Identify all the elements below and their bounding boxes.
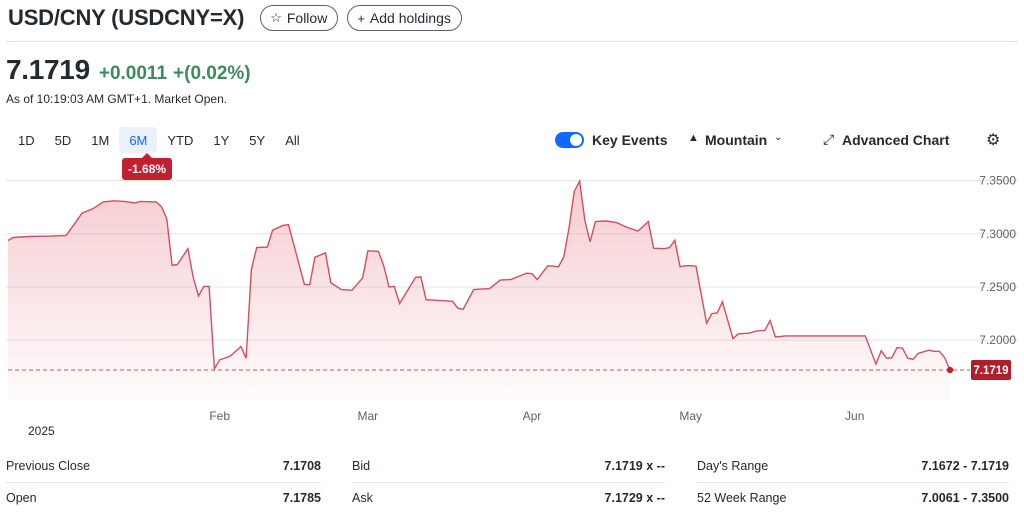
stat-label: Ask	[352, 491, 373, 505]
last-price-dot	[946, 366, 954, 374]
y-tick-label: 7.2000	[979, 333, 1016, 347]
toggle-knob	[570, 134, 582, 146]
y-tick-label: 7.3000	[979, 227, 1016, 241]
stat-label: Previous Close	[6, 459, 91, 473]
header-divider	[6, 41, 1018, 42]
range-ytd[interactable]: YTD	[167, 132, 194, 148]
stat-days-range: Day's Range 7.1672 - 7.1719	[697, 450, 1009, 482]
y-tick-label: 7.2500	[979, 280, 1016, 294]
quote-header: USD/CNY (USDCNY=X) ☆ Follow + Add holdin…	[8, 4, 462, 32]
last-price-label-bg	[971, 360, 1011, 381]
range-5d[interactable]: 5D	[54, 132, 72, 148]
x-tick-label: Jun	[845, 409, 864, 423]
stat-52-week-range: 52 Week Range 7.0061 - 7.3500	[697, 482, 1009, 514]
x-tick-label: Feb	[209, 409, 230, 423]
stat-previous-close: Previous Close 7.1708	[6, 450, 321, 482]
x-tick-label: Apr	[523, 409, 542, 423]
price-chart-svg: 7.3500 7.3000 7.2500 7.2000 Feb Mar Apr May Jun…	[6, 174, 1018, 438]
current-price: 7.1719	[6, 54, 90, 85]
chart-type-dropdown[interactable]: Mountain	[705, 132, 768, 148]
range-selector: 1D 5D 1M 6M YTD 1Y 5Y All	[8, 127, 310, 153]
stat-value: 7.1785	[282, 491, 321, 505]
y-tick-label: 7.3500	[979, 174, 1016, 188]
star-icon: ☆	[270, 10, 282, 25]
range-1y[interactable]: 1Y	[213, 132, 230, 148]
range-1m[interactable]: 1M	[91, 132, 110, 148]
follow-button[interactable]: ☆ Follow	[260, 5, 339, 31]
price-change-percent: +(0.02%)	[173, 63, 251, 84]
year-label: 2025	[28, 424, 55, 438]
stat-value: 7.1708	[282, 459, 321, 473]
follow-label: Follow	[286, 10, 328, 26]
last-price-label: 7.1719	[973, 365, 1008, 377]
x-tick-label: Mar	[358, 409, 379, 423]
stat-value: 7.1672 - 7.1719	[921, 459, 1009, 473]
stat-open: Open 7.1785	[6, 482, 321, 514]
stat-divider	[352, 482, 665, 483]
stat-value: 7.0061 - 7.3500	[921, 491, 1009, 505]
market-status: As of 10:19:03 AM GMT+1. Market Open.	[6, 92, 228, 106]
stat-value: 7.1729 x --	[604, 491, 665, 505]
price-block: 7.1719 +0.0011 +(0.02%)	[6, 54, 251, 86]
stat-label: 52 Week Range	[697, 491, 787, 505]
plus-icon: +	[357, 10, 365, 26]
mountain-icon: ▲	[688, 132, 699, 144]
chevron-down-icon[interactable]: ⌄	[774, 132, 783, 143]
range-performance-badge: -1.68%	[122, 153, 173, 180]
add-holdings-button[interactable]: + Add holdings	[347, 5, 462, 31]
range-all[interactable]: All	[285, 132, 300, 148]
price-chart[interactable]: 7.3500 7.3000 7.2500 7.2000 Feb Mar Apr May Jun…	[0, 160, 1024, 440]
stat-divider	[6, 482, 321, 483]
stat-label: Open	[6, 491, 37, 505]
price-area-fill	[8, 181, 950, 400]
price-line	[7, 178, 951, 372]
stat-bid: Bid 7.1719 x --	[352, 450, 665, 482]
price-change: +0.0011	[98, 63, 168, 84]
ticker-title: USD/CNY (USDCNY=X)	[8, 5, 245, 30]
add-holdings-label: Add holdings	[369, 10, 451, 26]
range-5y[interactable]: 5Y	[249, 132, 266, 148]
range-1d[interactable]: 1D	[18, 132, 35, 148]
range-6m[interactable]: 6M	[119, 127, 158, 153]
advanced-chart-button[interactable]: Advanced Chart	[842, 132, 950, 148]
x-tick-label: May	[679, 409, 702, 423]
stat-label: Bid	[352, 459, 371, 473]
stat-label: Day's Range	[697, 459, 769, 473]
stat-value: 7.1719 x --	[604, 459, 665, 473]
stat-divider	[697, 482, 1009, 483]
stat-ask: Ask 7.1729 x --	[352, 482, 665, 514]
gear-icon[interactable]: ⚙	[986, 132, 1001, 149]
key-events-toggle[interactable]	[555, 132, 584, 148]
key-events-label: Key Events	[592, 132, 668, 148]
expand-icon[interactable]: ⤢	[823, 131, 835, 147]
